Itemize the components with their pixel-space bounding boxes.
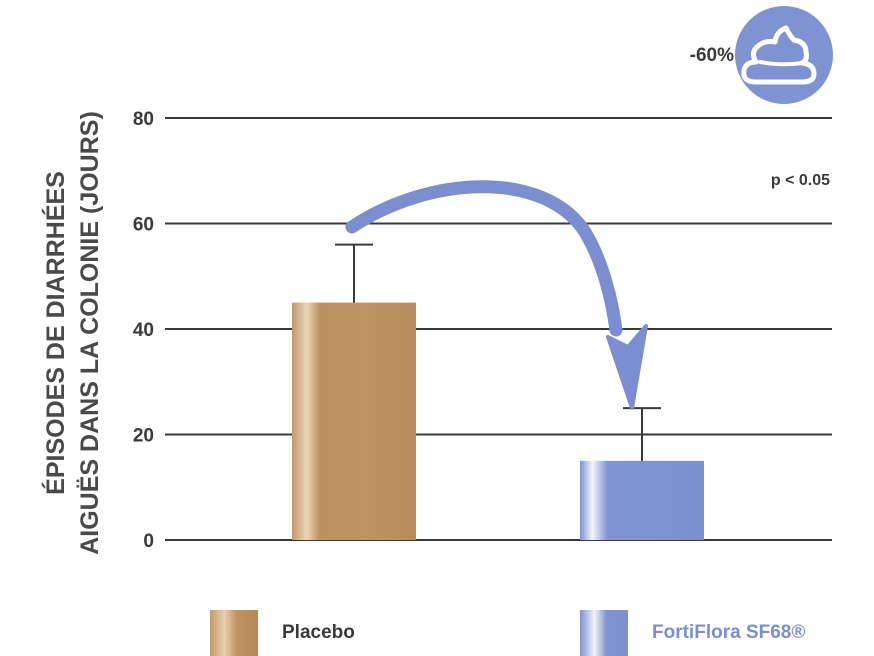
y-tick-label-20: 20 bbox=[133, 426, 154, 447]
reduction-percent: -60% bbox=[690, 45, 734, 66]
bars bbox=[292, 302, 704, 540]
legend-label-placebo: Placebo bbox=[282, 622, 355, 643]
bar-placebo bbox=[292, 302, 416, 540]
error-bars bbox=[335, 243, 661, 461]
grid-lines bbox=[165, 117, 832, 541]
y-axis-title-line-1: ÉPISODES DE DIARRHÉES bbox=[41, 171, 70, 495]
y-axis-title: ÉPISODES DE DIARRHÉES AIGUËS DANS LA COL… bbox=[41, 111, 104, 555]
reduction-arrow bbox=[345, 180, 648, 410]
y-tick-label-80: 80 bbox=[133, 109, 154, 130]
poop-icon bbox=[735, 6, 833, 104]
legend-item-fortiflora: FortiFlora SF68® bbox=[580, 610, 805, 656]
legend-label-fortiflora: FortiFlora SF68® bbox=[652, 622, 806, 643]
y-tick-labels: 0 20 40 60 80 bbox=[133, 109, 154, 552]
bar-fortiflora bbox=[580, 460, 704, 540]
reduction-badge: -60% bbox=[690, 6, 833, 104]
y-tick-label-0: 0 bbox=[143, 531, 154, 552]
y-tick-label-40: 40 bbox=[133, 320, 154, 341]
y-axis-title-line-2: AIGUËS DANS LA COLONIE (JOURS) bbox=[76, 111, 104, 555]
legend-swatch-fortiflora bbox=[580, 610, 628, 656]
p-value-annotation: p < 0.05 bbox=[771, 172, 830, 189]
legend-item-placebo: Placebo bbox=[210, 610, 355, 656]
y-tick-label-60: 60 bbox=[133, 215, 154, 236]
legend-swatch-placebo bbox=[210, 610, 258, 656]
